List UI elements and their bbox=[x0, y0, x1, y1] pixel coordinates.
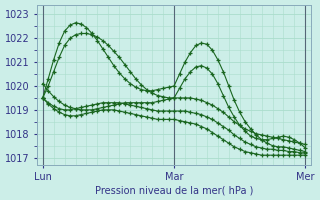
X-axis label: Pression niveau de la mer( hPa ): Pression niveau de la mer( hPa ) bbox=[95, 185, 253, 195]
